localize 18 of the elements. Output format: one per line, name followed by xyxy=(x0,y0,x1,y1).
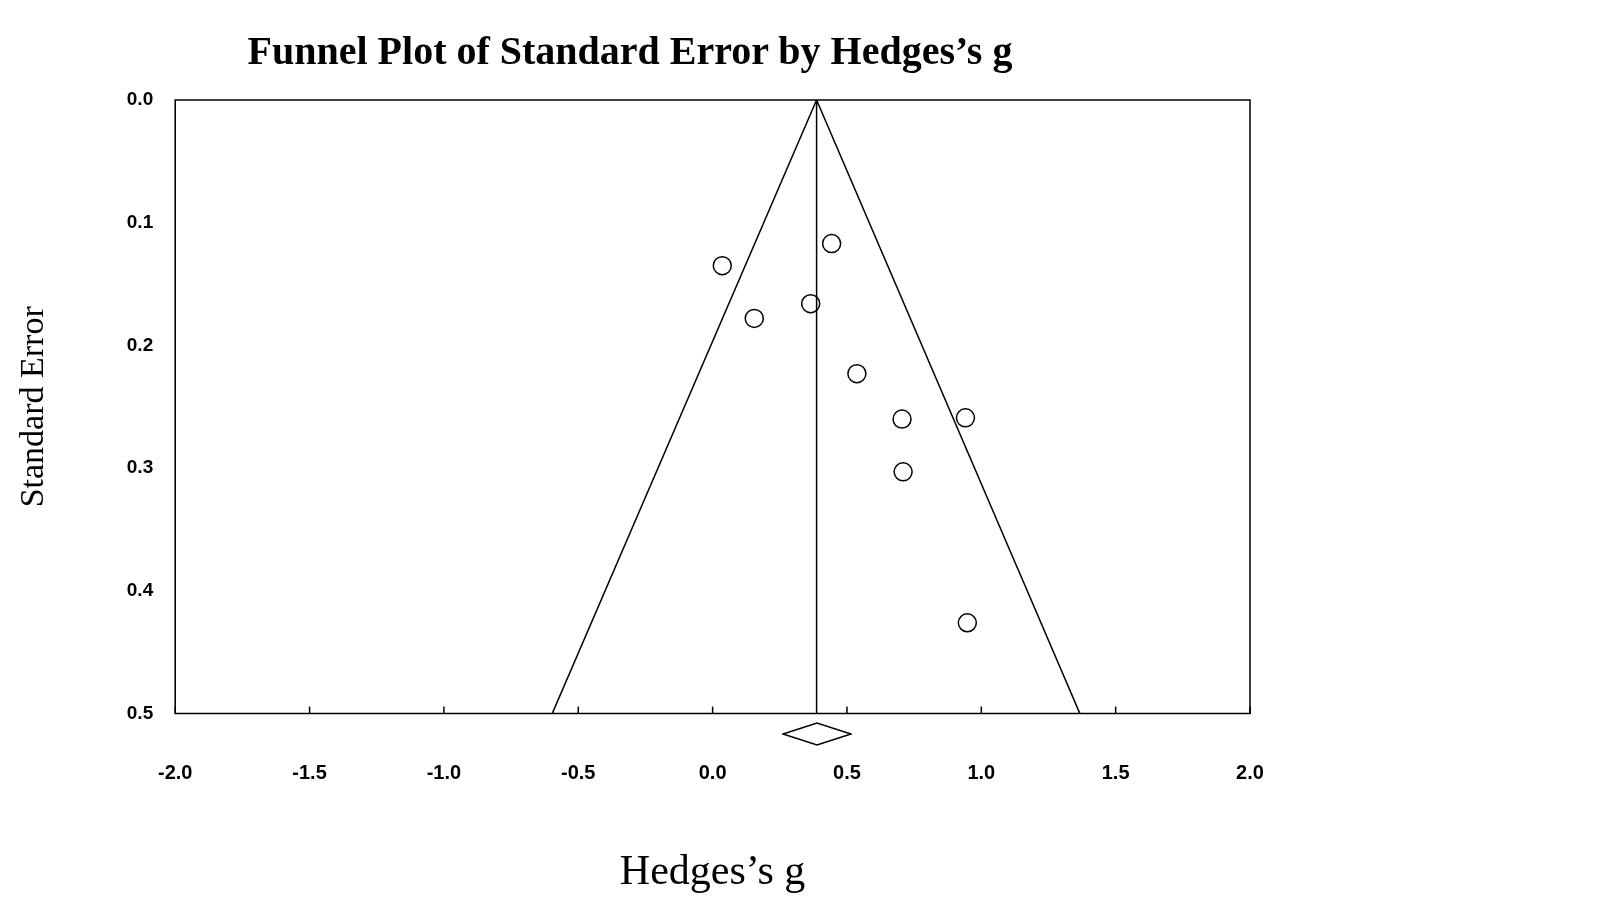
x-tick-label: -1.5 xyxy=(292,761,327,784)
x-tick-label: 1.0 xyxy=(967,761,996,784)
x-tick-label: 0.5 xyxy=(833,761,861,784)
chart-title: Funnel Plot of Standard Error by Hedges’s g xyxy=(247,28,1013,74)
x-tick-label: 0.0 xyxy=(698,761,727,784)
y-tick-label: 0.5 xyxy=(126,701,154,723)
x-tick-label: -0.5 xyxy=(561,761,596,784)
y-axis-title: Standard Error xyxy=(13,305,51,508)
x-tick-label: 1.5 xyxy=(1101,761,1130,784)
x-tick-label: 2.0 xyxy=(1236,761,1264,784)
y-tick-label: 0.2 xyxy=(126,333,154,355)
y-tick-label: 0.1 xyxy=(126,210,154,232)
x-tick-label: -1.0 xyxy=(426,761,462,784)
y-tick-label: 0.4 xyxy=(126,579,154,601)
x-axis-title: Hedges’s g xyxy=(619,846,806,893)
x-tick-label: -2.0 xyxy=(157,761,193,784)
y-tick-label: 0.0 xyxy=(126,88,154,110)
y-tick-label: 0.3 xyxy=(126,456,154,478)
